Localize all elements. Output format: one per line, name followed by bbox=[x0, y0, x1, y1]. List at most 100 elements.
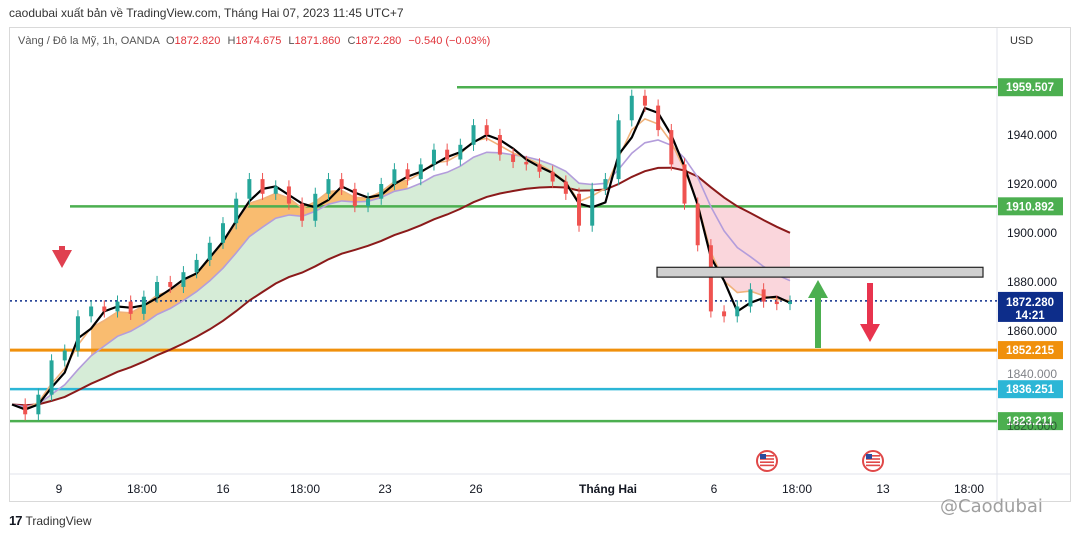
candle-body bbox=[788, 301, 792, 305]
x-tick-label: 6 bbox=[711, 482, 718, 496]
x-tick-label: 13 bbox=[876, 482, 890, 496]
symbol-info: Vàng / Đô la Mỹ, 1h, OANDA O1872.820 H18… bbox=[18, 35, 490, 47]
candle-body bbox=[273, 186, 278, 194]
candle-body bbox=[629, 95, 634, 121]
candle-body bbox=[36, 394, 41, 415]
candle-body bbox=[379, 184, 384, 199]
close-value: 1872.280 bbox=[355, 35, 402, 47]
x-tick-label: 23 bbox=[378, 482, 392, 496]
arrow-shaft bbox=[867, 283, 873, 324]
candle-body bbox=[590, 188, 595, 226]
candle-body bbox=[220, 223, 225, 243]
candle-body bbox=[326, 179, 331, 194]
cloud-green-area bbox=[38, 152, 593, 405]
y-tick-label: 1940.000 bbox=[1007, 128, 1057, 142]
x-tick-label: 26 bbox=[469, 482, 483, 496]
candle-body bbox=[352, 188, 357, 207]
levels: 1959.507 1910.892 1852.215 1836.251 1823.211… bbox=[10, 78, 1063, 431]
candle-body bbox=[286, 186, 291, 204]
candle-body bbox=[418, 164, 423, 180]
candle-body bbox=[115, 301, 120, 312]
low-value: 1871.860 bbox=[294, 35, 341, 47]
level-tag-label: 1910.892 bbox=[1006, 201, 1054, 213]
level-tag bbox=[998, 341, 1063, 360]
grid bbox=[10, 28, 1070, 502]
candle-body bbox=[616, 120, 621, 180]
candle-body bbox=[642, 95, 647, 106]
candle-body bbox=[471, 125, 476, 145]
low-label: L bbox=[288, 35, 295, 47]
cloud-pink-area bbox=[671, 142, 790, 301]
x-tick-label: 18:00 bbox=[954, 482, 984, 496]
candle-body bbox=[537, 164, 542, 172]
candle-body bbox=[155, 282, 160, 297]
tradingview-logo-icon: 17 bbox=[9, 513, 23, 528]
tenkan-line bbox=[11, 106, 791, 411]
up-arrow-icon bbox=[808, 280, 828, 298]
candle-body bbox=[431, 149, 436, 165]
y-tick-label: 1920.000 bbox=[1007, 177, 1057, 191]
high-value: 1874.675 bbox=[235, 35, 282, 47]
level-tag-label: 1836.251 bbox=[1006, 384, 1055, 396]
symbol-name: Vàng / Đô la Mỹ, 1h, OANDA bbox=[18, 35, 160, 47]
candle-body bbox=[603, 179, 608, 189]
candle-body bbox=[735, 306, 740, 317]
y-tick-label: 1900.000 bbox=[1007, 226, 1057, 240]
ma-slow-line bbox=[11, 166, 791, 407]
tradingview-logo[interactable]: 17 TradingView bbox=[9, 513, 92, 528]
candle-body bbox=[234, 198, 239, 224]
open-label: O bbox=[165, 35, 175, 47]
high-label: H bbox=[227, 35, 236, 47]
x-tick-label: 16 bbox=[216, 482, 230, 496]
candle-body bbox=[682, 164, 687, 204]
candle-body bbox=[313, 193, 318, 221]
candle-body bbox=[563, 181, 568, 194]
y-tick-label: 1860.000 bbox=[1007, 324, 1057, 338]
candle-body bbox=[669, 130, 674, 165]
candle-body bbox=[102, 306, 107, 312]
overlays bbox=[52, 246, 984, 472]
currency-label[interactable]: USD bbox=[1010, 35, 1034, 47]
candle-body bbox=[141, 296, 146, 314]
change-value: −0.540 (−0.03%) bbox=[408, 35, 491, 47]
chart-frame[interactable] bbox=[9, 27, 1071, 502]
candle-body bbox=[484, 125, 489, 135]
candle-body bbox=[392, 169, 397, 184]
candle-body bbox=[550, 171, 555, 182]
ichimoku-cloud bbox=[38, 142, 790, 405]
candle-body bbox=[49, 360, 54, 395]
candle-body bbox=[511, 154, 516, 162]
candle-body bbox=[23, 404, 28, 415]
candle-body bbox=[168, 282, 173, 287]
candle-body bbox=[62, 350, 67, 361]
level-tag bbox=[998, 78, 1063, 97]
x-tick-label: 18:00 bbox=[290, 482, 320, 496]
candle-body bbox=[260, 179, 265, 194]
down-arrow-icon bbox=[860, 324, 880, 342]
x-tick-label: 18:00 bbox=[127, 482, 157, 496]
indicator-lines bbox=[11, 106, 791, 411]
candle-body bbox=[497, 135, 502, 155]
x-tick-label: Tháng Hai bbox=[579, 482, 637, 496]
watermark: @Caodubai bbox=[940, 496, 1043, 517]
candle-body bbox=[774, 301, 779, 305]
level-tag-label: 1959.507 bbox=[1006, 82, 1054, 94]
candle-body bbox=[89, 306, 94, 317]
last-price-countdown: 14:21 bbox=[1015, 310, 1045, 322]
last-price-tag bbox=[998, 291, 1063, 322]
candles bbox=[23, 89, 792, 421]
candle-body bbox=[247, 179, 252, 199]
resistance-zone bbox=[656, 266, 984, 278]
candle-body bbox=[577, 193, 582, 226]
candle-body bbox=[722, 311, 727, 317]
candle-body bbox=[761, 289, 766, 302]
candle-body bbox=[748, 289, 753, 307]
candle-body bbox=[207, 242, 212, 260]
arrow-shaft bbox=[59, 246, 65, 250]
arrow-shaft bbox=[815, 298, 821, 348]
candle-body bbox=[75, 316, 80, 351]
price-axis: 1860.000 1880.000 1900.000 1920.000 1940.000… bbox=[1007, 128, 1057, 433]
time-axis: 9 18:00 16 18:00 23 26 Tháng Hai 6 18:00 13 18:00 bbox=[56, 482, 985, 496]
x-tick-label: 18:00 bbox=[782, 482, 812, 496]
